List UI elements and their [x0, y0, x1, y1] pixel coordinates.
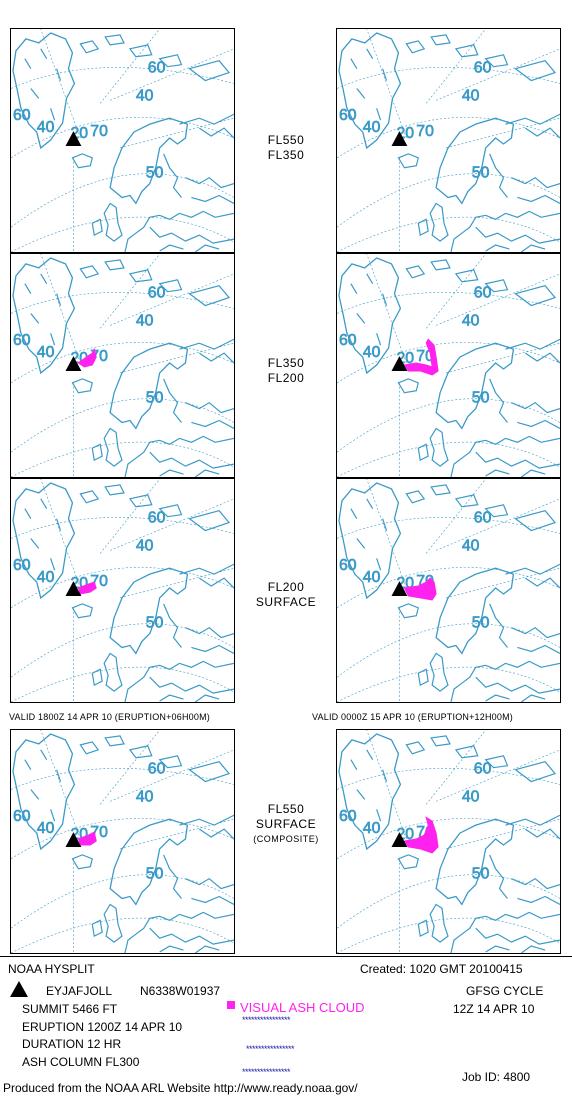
ash-legend-swatch	[227, 1001, 235, 1009]
level-bottom: FL200	[267, 371, 305, 385]
eruption-time: ERUPTION 1200Z 14 APR 10	[22, 1020, 183, 1034]
ash-stars-2: ****************	[246, 1044, 295, 1054]
volcano-name: EYJAFJOLL	[46, 984, 113, 998]
map-panel-r3-left	[10, 478, 235, 703]
created-time: Created: 1020 GMT 20100415	[360, 962, 523, 976]
level-top: FL350	[267, 356, 305, 370]
ash-stars-1: ****************	[242, 1015, 291, 1025]
ash-plume	[403, 816, 439, 854]
ash-plume	[403, 338, 439, 376]
ash-plume	[77, 581, 97, 595]
ash-plume	[77, 347, 97, 368]
cycle-label: GFSG CYCLE	[466, 984, 544, 998]
ash-legend-label: VISUAL ASH CLOUD	[240, 1000, 365, 1015]
level-top: FL550	[267, 802, 305, 816]
model-name: NOAA HYSPLIT	[8, 962, 95, 976]
composite-note: (COMPOSITE)	[253, 834, 319, 844]
duration: DURATION 12 HR	[22, 1037, 122, 1051]
produced-by: Produced from the NOAA ARL Website http:…	[3, 1081, 358, 1095]
ash-plume	[403, 577, 437, 601]
volcano-coords: N6338W01937	[140, 984, 221, 998]
map-panel-composite-right	[336, 729, 561, 954]
volcano-triangle-icon	[10, 981, 28, 997]
ash-column: ASH COLUMN FL300	[22, 1055, 140, 1069]
ash-stars-3: ****************	[242, 1067, 291, 1077]
level-label-composite: FL550 SURFACE (COMPOSITE)	[251, 802, 321, 847]
map-panel-r3-right	[336, 478, 561, 703]
map-panel-r2-right	[336, 253, 561, 478]
valid-time-right: VALID 0000Z 15 APR 10 (ERUPTION+12H00M)	[312, 712, 513, 722]
level-bottom: SURFACE	[255, 817, 317, 831]
map-panel-r1-left	[10, 28, 235, 253]
level-top: FL200	[267, 580, 305, 594]
level-top: FL550	[267, 133, 305, 147]
level-label-r3: FL200 SURFACE	[251, 580, 321, 610]
summit: SUMMIT 5466 FT	[22, 1002, 118, 1016]
ash-plume	[77, 831, 97, 846]
info-panel: NOAA HYSPLIT Created: 1020 GMT 20100415 …	[0, 956, 572, 1104]
cycle-time: 12Z 14 APR 10	[453, 1002, 535, 1016]
level-bottom: FL350	[267, 148, 305, 162]
valid-time-left: VALID 1800Z 14 APR 10 (ERUPTION+06H00M)	[9, 712, 210, 722]
level-label-r1: FL550 FL350	[251, 133, 321, 163]
map-panel-r2-left	[10, 253, 235, 478]
level-label-r2: FL350 FL200	[251, 356, 321, 386]
map-panel-r1-right	[336, 28, 561, 253]
map-panel-composite-left	[10, 729, 235, 954]
level-bottom: SURFACE	[255, 595, 317, 609]
job-id: Job ID: 4800	[462, 1070, 531, 1084]
